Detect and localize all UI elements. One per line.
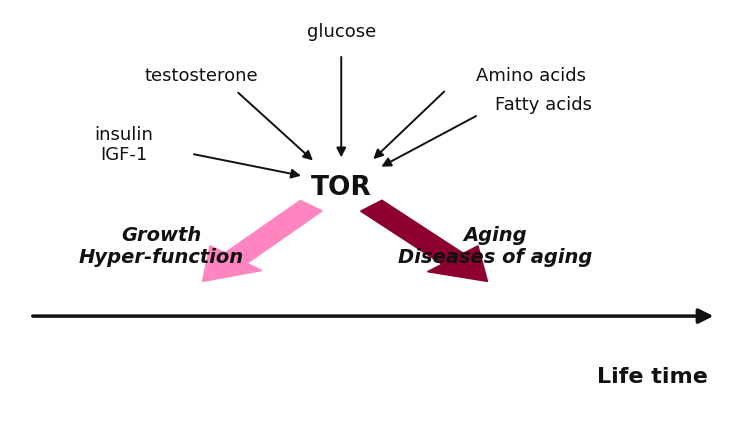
Text: Life time: Life time: [597, 367, 708, 387]
FancyArrow shape: [202, 200, 322, 281]
Text: Growth
Hyper-function: Growth Hyper-function: [79, 226, 244, 267]
Text: TOR: TOR: [310, 175, 372, 201]
FancyArrow shape: [361, 200, 488, 281]
Text: glucose: glucose: [307, 23, 376, 42]
Text: Fatty acids: Fatty acids: [495, 96, 592, 114]
Text: insulin
IGF-1: insulin IGF-1: [94, 126, 153, 165]
Text: Aging
Diseases of aging: Aging Diseases of aging: [398, 226, 592, 267]
Text: Amino acids: Amino acids: [476, 67, 586, 85]
Text: testosterone: testosterone: [144, 67, 258, 85]
